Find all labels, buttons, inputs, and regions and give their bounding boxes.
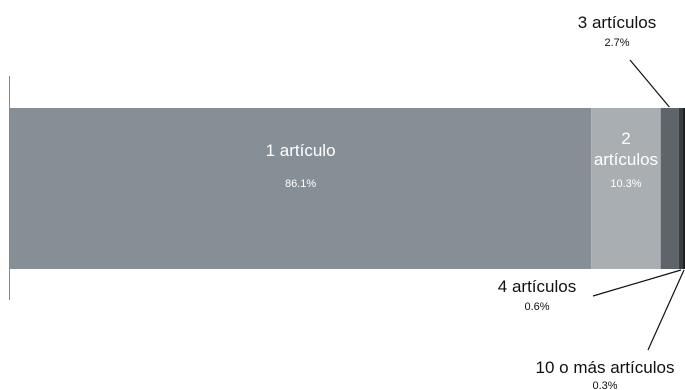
bar-segment-10-o-mas-articulos: [682, 108, 685, 269]
segment-labels: 1 artículo 86.1% 2 artículos 10.3% 3 artículo…: [266, 13, 675, 390]
segment-label-1-articulo: 1 artículo: [266, 141, 336, 160]
bar-segment-2-articulos: [591, 108, 661, 269]
callout-value-10-o-mas-articulos: 0.3%: [592, 380, 617, 390]
bar-segment-4-articulos: [678, 108, 683, 269]
leader-line-10-o-mas-articulos: [647, 269, 685, 351]
callout-label-3-articulos: 3 artículos: [578, 13, 656, 32]
callout-leader-lines: [592, 59, 685, 351]
bar-segment-3-articulos: [660, 108, 679, 269]
segment-label-2-articulos: artículos: [594, 150, 658, 169]
callout-value-3-articulos: 2.7%: [604, 37, 629, 49]
bar-segments: [10, 108, 685, 269]
segment-value-2-articulos: 10.3%: [610, 178, 641, 190]
bar-segment-1-articulo: [10, 108, 592, 269]
callout-label-4-articulos: 4 artículos: [498, 277, 576, 296]
leader-line-3-articulos: [629, 59, 670, 108]
segment-label-2-articulos: 2: [621, 129, 630, 148]
callout-value-4-articulos: 0.6%: [524, 301, 549, 313]
callout-label-10-o-mas-articulos: 10 o más artículos: [536, 358, 675, 377]
leader-line-4-articulos: [592, 269, 682, 297]
segment-value-1-articulo: 86.1%: [285, 178, 316, 190]
